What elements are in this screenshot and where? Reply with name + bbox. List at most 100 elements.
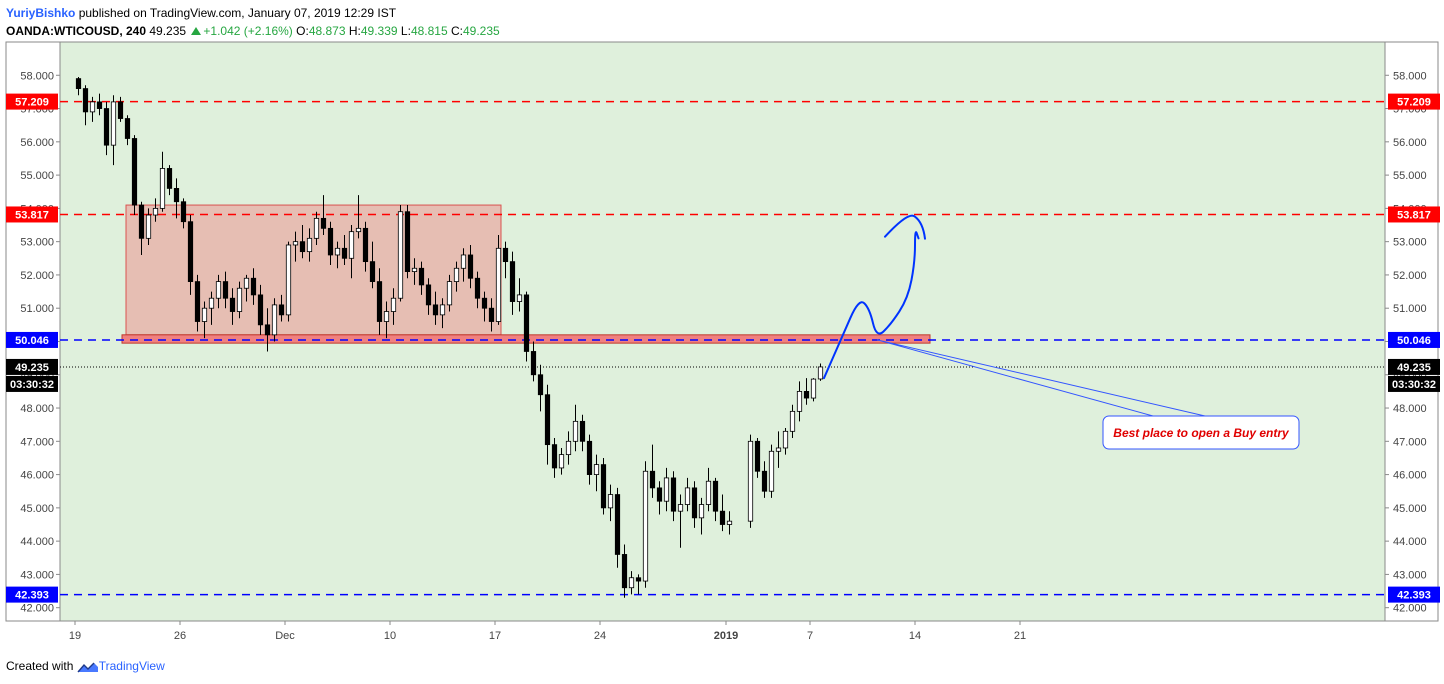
last-price-label-left: 49.235	[15, 362, 49, 374]
candle-body	[103, 108, 110, 146]
level-price-label-right: 57.209	[1397, 97, 1431, 109]
y-tick-label-right: 52.000	[1393, 270, 1427, 282]
candle-body	[243, 277, 250, 289]
candle-body	[166, 168, 173, 189]
x-tick-label: 24	[594, 630, 606, 642]
last-price-label-right: 49.235	[1397, 362, 1431, 374]
candle-body	[495, 247, 502, 322]
candle-body	[257, 294, 264, 326]
candle-body	[453, 267, 460, 282]
y-tick-label-left: 56.000	[20, 137, 54, 149]
candle-body	[537, 374, 544, 396]
candle-body	[222, 281, 229, 299]
candle-body	[558, 454, 565, 469]
level-price-label-left: 53.817	[15, 209, 49, 221]
high-label: H:	[348, 24, 361, 38]
x-tick-label: 7	[807, 630, 813, 642]
candle-body	[159, 168, 166, 209]
chart-header: YuriyBishko published on TradingView.com…	[6, 4, 500, 40]
x-tick-label: Dec	[275, 630, 295, 642]
candle-body	[236, 287, 243, 312]
candle-body	[439, 304, 446, 316]
candle-body	[404, 211, 411, 273]
candle-body	[551, 444, 558, 469]
candle-body	[607, 494, 614, 509]
x-tick-label: 14	[909, 630, 921, 642]
candle-body	[180, 201, 187, 223]
author-link[interactable]: YuriyBishko	[6, 6, 76, 20]
level-price-label-left: 42.393	[15, 590, 49, 602]
candle-body	[327, 227, 334, 256]
candle-body	[628, 577, 635, 589]
candle-body	[789, 410, 796, 432]
last-price: 49.235	[149, 24, 187, 38]
candle-body	[75, 78, 82, 89]
high-value: 49.339	[360, 24, 398, 38]
y-tick-label-left: 42.000	[20, 603, 54, 615]
symbol-label: OANDA:WTICOUSD, 240	[6, 24, 147, 38]
created-with-label: Created with	[6, 659, 74, 673]
x-tick-label: 21	[1014, 630, 1026, 642]
tradingview-brand-link[interactable]: TradingView	[98, 659, 165, 673]
callout-pointer	[876, 339, 1206, 417]
y-tick-label-right: 58.000	[1393, 70, 1427, 82]
publish-line: YuriyBishko published on TradingView.com…	[6, 4, 500, 22]
candle-body	[145, 214, 152, 239]
y-tick-label-right: 51.000	[1393, 303, 1427, 315]
candle-body	[320, 217, 327, 229]
candle-body	[110, 101, 117, 146]
level-price-tag-right	[1388, 206, 1440, 223]
candle-body	[544, 394, 551, 446]
y-tick-label-left: 43.000	[20, 569, 54, 581]
candle-body	[446, 281, 453, 306]
y-tick-label-right: 55.000	[1393, 170, 1427, 182]
candle-body	[614, 494, 621, 555]
level-price-label-right: 50.046	[1397, 335, 1431, 347]
candle-body	[481, 297, 488, 309]
candle-body	[215, 281, 222, 299]
candle-body	[271, 304, 278, 336]
x-tick-label: 26	[174, 630, 186, 642]
candle-body	[313, 217, 320, 239]
x-tick-label: 2019	[714, 630, 738, 642]
candle-body	[138, 204, 145, 239]
candle-body	[194, 281, 201, 322]
y-tick-label-left: 45.000	[20, 503, 54, 515]
candle-body	[299, 241, 306, 253]
ohlc-line: OANDA:WTICOUSD, 240 49.235 +1.042 (+2.16…	[6, 22, 500, 40]
candle-body	[334, 247, 341, 256]
y-tick-label-right: 42.000	[1393, 603, 1427, 615]
candle-body	[600, 464, 607, 509]
candle-body	[425, 284, 432, 306]
candle-body	[124, 118, 131, 139]
level-price-tag-right	[1388, 586, 1440, 603]
projection-path[interactable]	[823, 231, 920, 380]
candle-body	[684, 487, 691, 505]
level-price-label-left: 57.209	[15, 97, 49, 109]
countdown-tag-right	[1388, 375, 1440, 392]
level-price-tag-right	[1388, 93, 1440, 110]
range-box[interactable]	[125, 204, 502, 336]
candle-body	[761, 470, 768, 492]
candle-body	[131, 138, 138, 206]
y-tick-label-left: 52.000	[20, 270, 54, 282]
candle-body	[460, 254, 467, 269]
low-label: L:	[400, 24, 411, 38]
candle-body	[726, 520, 733, 525]
candle-body	[285, 244, 292, 316]
y-tick-label-left: 51.000	[20, 303, 54, 315]
y-tick-label-right: 46.000	[1393, 470, 1427, 482]
candle-body	[488, 307, 495, 322]
callout-text: Best place to open a Buy entry	[1113, 426, 1290, 440]
y-tick-label-left: 44.000	[20, 536, 54, 548]
candle-body	[817, 366, 824, 380]
level-price-label-right: 42.393	[1397, 590, 1431, 602]
candle-body	[775, 447, 782, 452]
open-label: O:	[296, 24, 309, 38]
callout-box[interactable]	[1102, 415, 1300, 450]
candle-body	[82, 88, 89, 113]
candle-body	[418, 267, 425, 286]
y-tick-label-right: 47.000	[1393, 436, 1427, 448]
candle-body	[474, 277, 481, 299]
